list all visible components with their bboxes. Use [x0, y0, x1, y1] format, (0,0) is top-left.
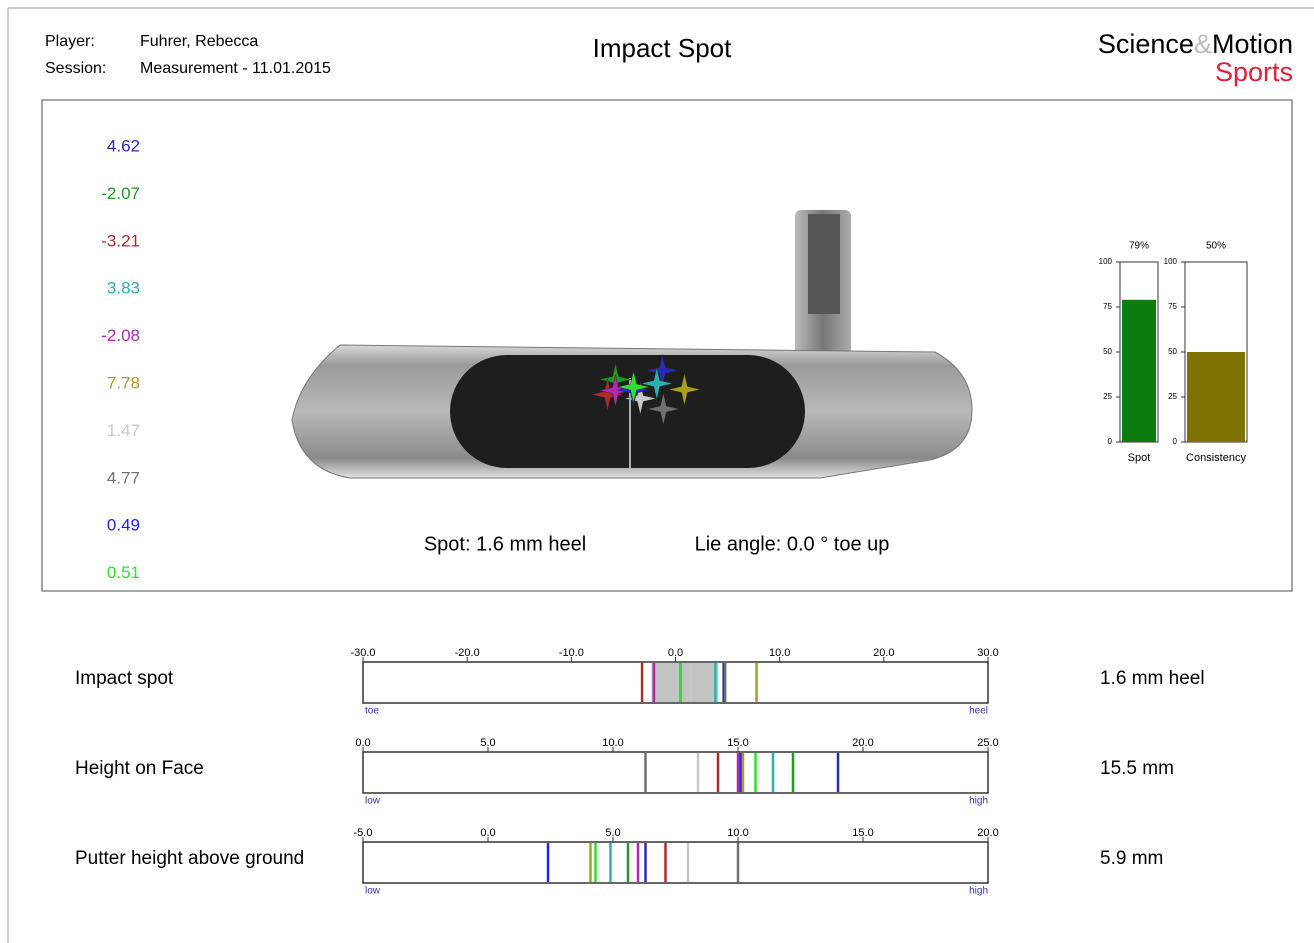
scale-high: heel — [969, 706, 988, 717]
scale-low: low — [365, 796, 381, 807]
putter-face — [450, 355, 805, 468]
shot-value: 0.49 — [107, 516, 140, 535]
scale-tick-label: 20.0 — [873, 647, 894, 659]
scale-tick-label: 10.0 — [602, 737, 623, 749]
scale-tick-label: -5.0 — [354, 827, 373, 839]
gauge-tick-label: 50 — [1168, 347, 1177, 356]
scale-tick-label: 0.0 — [668, 647, 683, 659]
shot-value: -2.07 — [101, 184, 140, 203]
scale-frame — [363, 752, 988, 793]
shot-value: 7.78 — [107, 373, 140, 392]
scale-tick-label: 20.0 — [977, 827, 998, 839]
scale-tick-label: 10.0 — [727, 827, 748, 839]
scale-tick-label: 15.0 — [727, 737, 748, 749]
scale-tick-label: -20.0 — [455, 647, 480, 659]
lie-text: Lie angle: 0.0 ° toe up — [695, 533, 890, 555]
scale-result: 1.6 mm heel — [1100, 668, 1205, 689]
shot-value: 3.83 — [107, 279, 140, 298]
scale-tick-label: 0.0 — [355, 737, 370, 749]
scale-tick-label: -10.0 — [559, 647, 584, 659]
shot-value: 0.51 — [107, 563, 140, 582]
page: Player: Fuhrer, Rebecca Session: Measure… — [0, 0, 1314, 943]
gauge-bar — [1122, 300, 1156, 442]
shot-value: 4.62 — [107, 136, 140, 155]
spot-text: Spot: 1.6 mm heel — [424, 533, 586, 555]
scale-tick-label: 0.0 — [480, 827, 495, 839]
shot-value: 4.77 — [107, 468, 140, 487]
player: Fuhrer, Rebecca — [140, 33, 258, 50]
session-label: Session: — [45, 60, 106, 77]
main-panel — [42, 100, 1292, 591]
session: Measurement - 11.01.2015 — [140, 60, 331, 77]
scale-tick-label: 10.0 — [769, 647, 790, 659]
scale-tick-label: 25.0 — [977, 737, 998, 749]
scale-label: Height on Face — [75, 758, 204, 779]
gauge-name: Spot — [1128, 452, 1151, 464]
report: Player: Fuhrer, Rebecca Session: Measure… — [0, 0, 1314, 943]
scale-tick-label: 30.0 — [977, 647, 998, 659]
scale-result: 15.5 mm — [1100, 758, 1174, 779]
scale-tick-label: 5.0 — [480, 737, 495, 749]
gauge-value: 79% — [1129, 241, 1149, 252]
gauge-tick-label: 0 — [1173, 437, 1178, 446]
brand-word: Motion — [1212, 29, 1293, 59]
scale-frame — [363, 842, 988, 883]
gauge-tick-label: 25 — [1103, 392, 1112, 401]
scale-high: high — [969, 796, 988, 807]
scale-label: Impact spot — [75, 668, 174, 689]
scale-low: low — [365, 886, 381, 897]
gauge-tick-label: 75 — [1168, 302, 1177, 311]
brand-word: Science — [1098, 29, 1194, 59]
putter-shaft — [808, 214, 840, 314]
brand: Science&Motion — [1098, 29, 1293, 59]
scale-tick-label: -30.0 — [350, 647, 375, 659]
gauge-tick-label: 50 — [1103, 347, 1112, 356]
scale-label: Putter height above ground — [75, 848, 304, 869]
gauge-name: Consistency — [1186, 452, 1246, 464]
title: Impact Spot — [593, 33, 733, 63]
gauge-tick-label: 0 — [1108, 437, 1113, 446]
brand-sports: Sports — [1215, 57, 1293, 87]
gauge-tick-label: 100 — [1099, 257, 1113, 266]
shot-value: -3.21 — [101, 231, 140, 250]
scale-high: high — [969, 886, 988, 897]
gauge-bar — [1187, 352, 1245, 442]
shot-value: 1.47 — [107, 421, 140, 440]
brand-amp: & — [1194, 29, 1212, 59]
gauge-value: 50% — [1206, 241, 1226, 252]
player-label: Player: — [45, 33, 95, 50]
gauge-tick-label: 25 — [1168, 392, 1177, 401]
scale-tick-label: 20.0 — [852, 737, 873, 749]
scale-tick-label: 15.0 — [852, 827, 873, 839]
gauge-tick-label: 75 — [1103, 302, 1112, 311]
scale-tick-label: 5.0 — [605, 827, 620, 839]
shot-value: -2.08 — [101, 326, 140, 345]
scale-result: 5.9 mm — [1100, 848, 1163, 869]
gauge-tick-label: 100 — [1164, 257, 1178, 266]
scale-low: toe — [365, 706, 379, 717]
scale-band — [652, 663, 719, 702]
